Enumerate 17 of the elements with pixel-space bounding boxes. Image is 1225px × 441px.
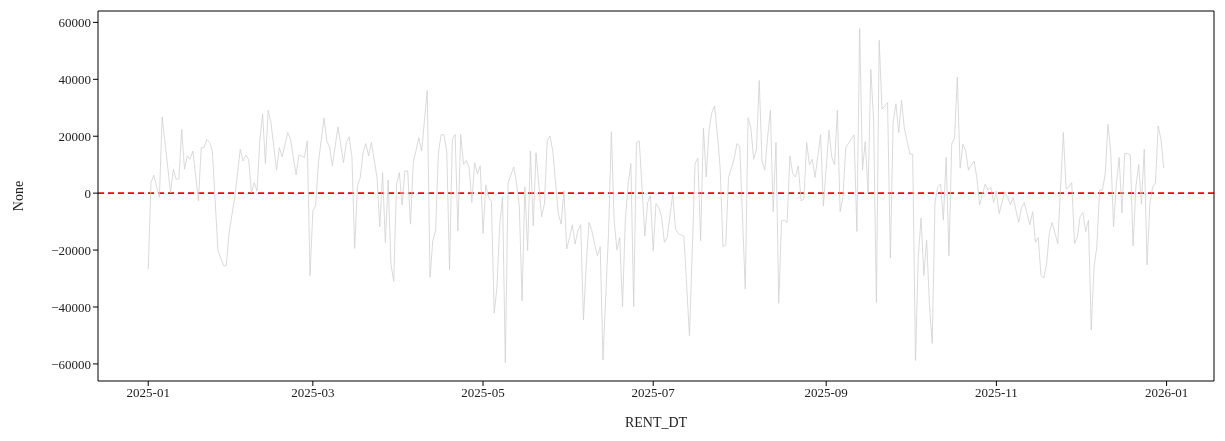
x-tick-label: 2025-01 <box>126 385 170 401</box>
y-tick-label: 40000 <box>58 71 91 87</box>
y-axis-title: None <box>10 180 26 212</box>
x-tick-label: 2025-07 <box>631 385 676 401</box>
x-tick-label: 2026-01 <box>1144 385 1189 401</box>
y-tick-label: 60000 <box>58 15 91 30</box>
y-tick-label: 0 <box>84 185 91 201</box>
x-tick-label: 2025-05 <box>461 385 505 401</box>
y-tick-label: −40000 <box>51 299 91 315</box>
line-series <box>147 27 1165 363</box>
x-tick-label: 2025-03 <box>291 385 335 401</box>
y-tick-label: −20000 <box>51 242 91 258</box>
x-axis-title: RENT_DT <box>624 415 688 430</box>
x-tick-label: 2025-11 <box>974 385 1018 401</box>
y-tick-label: 20000 <box>58 128 91 144</box>
x-tick-label: 2025-09 <box>804 385 848 401</box>
y-tick-label: −60000 <box>51 356 91 372</box>
